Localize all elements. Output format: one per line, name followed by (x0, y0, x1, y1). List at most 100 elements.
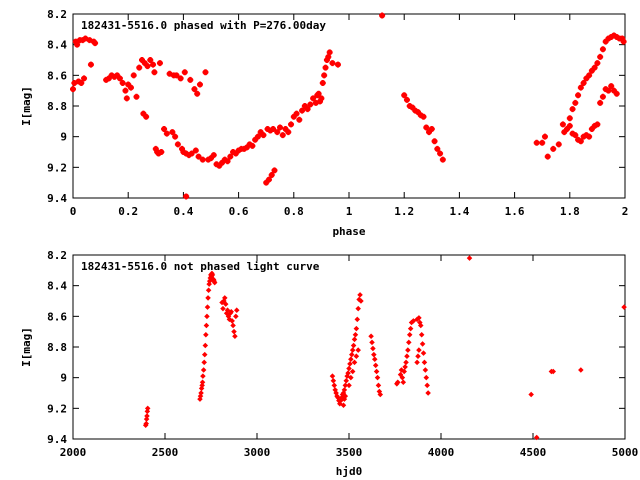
phased-data-point (605, 35, 612, 42)
unphased-x-axis-label: hjd0 (336, 465, 363, 478)
unphased-data-point (197, 396, 203, 402)
phased-data-point (608, 34, 615, 40)
phased-x-tick-label: 1 (346, 205, 353, 218)
phased-data-point (539, 139, 546, 146)
phased-data-point (426, 129, 433, 136)
unphased-data-point (198, 385, 205, 392)
phased-data-point (181, 69, 188, 76)
unphased-data-point (341, 396, 348, 402)
phased-data-point (183, 150, 190, 157)
phased-data-point (219, 159, 226, 166)
unphased-data-point (348, 351, 355, 358)
unphased-data-point (232, 333, 238, 340)
unphased-data-point (204, 304, 211, 310)
unphased-data-point (222, 295, 228, 301)
unphased-data-point (233, 307, 240, 313)
phased-y-tick-label: 8.8 (47, 100, 67, 113)
phased-data-point (326, 49, 333, 56)
phased-data-point (577, 84, 584, 91)
unphased-data-point (206, 281, 212, 287)
unphased-data-point (399, 374, 406, 381)
phased-data-point (575, 92, 582, 99)
phased-data-point (310, 95, 317, 102)
phased-y-tick-label: 8.2 (47, 8, 67, 21)
phased-y-tick-label: 9 (60, 131, 67, 144)
phased-data-point (564, 126, 571, 132)
unphased-x-tick-label: 2000 (60, 446, 87, 459)
phased-data-point (92, 40, 99, 47)
phased-data-point (594, 121, 601, 128)
phased-data-point (577, 138, 584, 145)
unphased-data-point (528, 391, 534, 398)
unphased-data-point (220, 305, 226, 312)
unphased-y-tick-label: 8.4 (47, 280, 67, 293)
phased-data-point (599, 93, 606, 100)
unphased-data-point (348, 374, 354, 381)
unphased-data-point (211, 279, 218, 286)
unphased-data-point (351, 336, 358, 343)
unphased-x-tick-label: 2500 (152, 446, 179, 459)
phased-data-point (610, 32, 617, 39)
phased-data-point (428, 126, 435, 132)
phased-plot-title: 182431-5516.0 phased with P=276.00day (81, 19, 326, 32)
phased-data-point (82, 35, 89, 42)
phased-data-point (301, 103, 308, 109)
phased-x-tick-label: 1.6 (505, 205, 525, 218)
phased-data-point (141, 60, 148, 67)
phased-data-point (619, 35, 626, 42)
unphased-data-point (550, 368, 557, 375)
unphased-data-point (350, 342, 357, 349)
phased-data-point (415, 109, 421, 116)
unphased-data-point (203, 331, 209, 338)
phased-data-point (188, 150, 195, 157)
unphased-data-point (410, 318, 417, 324)
phased-data-point (144, 63, 151, 70)
phased-data-point (610, 87, 617, 94)
phased-x-tick-label: 1.2 (394, 205, 414, 218)
phased-data-point (108, 72, 115, 79)
phased-data-point (315, 90, 322, 97)
unphased-data-point (348, 356, 354, 363)
phased-data-point (597, 99, 604, 106)
unphased-data-point (368, 333, 374, 340)
unphased-data-point (370, 345, 376, 352)
phased-data-point (139, 57, 145, 63)
phased-data-point (265, 176, 272, 183)
unphased-data-point (404, 353, 410, 359)
unphased-data-point (416, 347, 422, 353)
unphased-data-point (345, 370, 351, 376)
phased-data-point (431, 138, 438, 145)
phased-y-tick-label: 8.6 (47, 69, 67, 82)
phased-data-point (583, 75, 590, 82)
unphased-data-point (355, 305, 361, 312)
phased-data-point (588, 126, 595, 132)
phased-data-point (312, 99, 319, 106)
phased-data-point (105, 75, 112, 82)
phased-data-point (406, 103, 413, 109)
unphased-data-point (375, 382, 382, 389)
phased-data-point (559, 121, 566, 128)
unphased-data-point (424, 382, 430, 389)
phased-data-point (575, 136, 582, 143)
phased-x-tick-label: 1.4 (449, 205, 469, 218)
phased-data-point (103, 76, 110, 83)
phased-data-point (401, 92, 408, 99)
phased-data-point (555, 141, 562, 148)
unphased-data-point (233, 313, 239, 320)
phased-data-point (307, 101, 314, 108)
unphased-data-point (201, 359, 207, 366)
phased-data-point (277, 124, 283, 131)
phased-data-point (594, 60, 601, 67)
unphased-data-point (349, 347, 356, 353)
unphased-data-point (353, 325, 360, 332)
unphased-data-point (341, 387, 348, 393)
phased-x-tick-label: 1.8 (560, 205, 580, 218)
unphased-data-point (205, 295, 211, 301)
phased-data-point (288, 121, 295, 128)
unphased-data-point (346, 365, 352, 372)
phased-data-point (213, 161, 220, 168)
phased-data-point (403, 96, 410, 103)
unphased-data-point (343, 377, 350, 384)
phased-data-point (187, 76, 194, 83)
phased-data-point (79, 37, 86, 44)
